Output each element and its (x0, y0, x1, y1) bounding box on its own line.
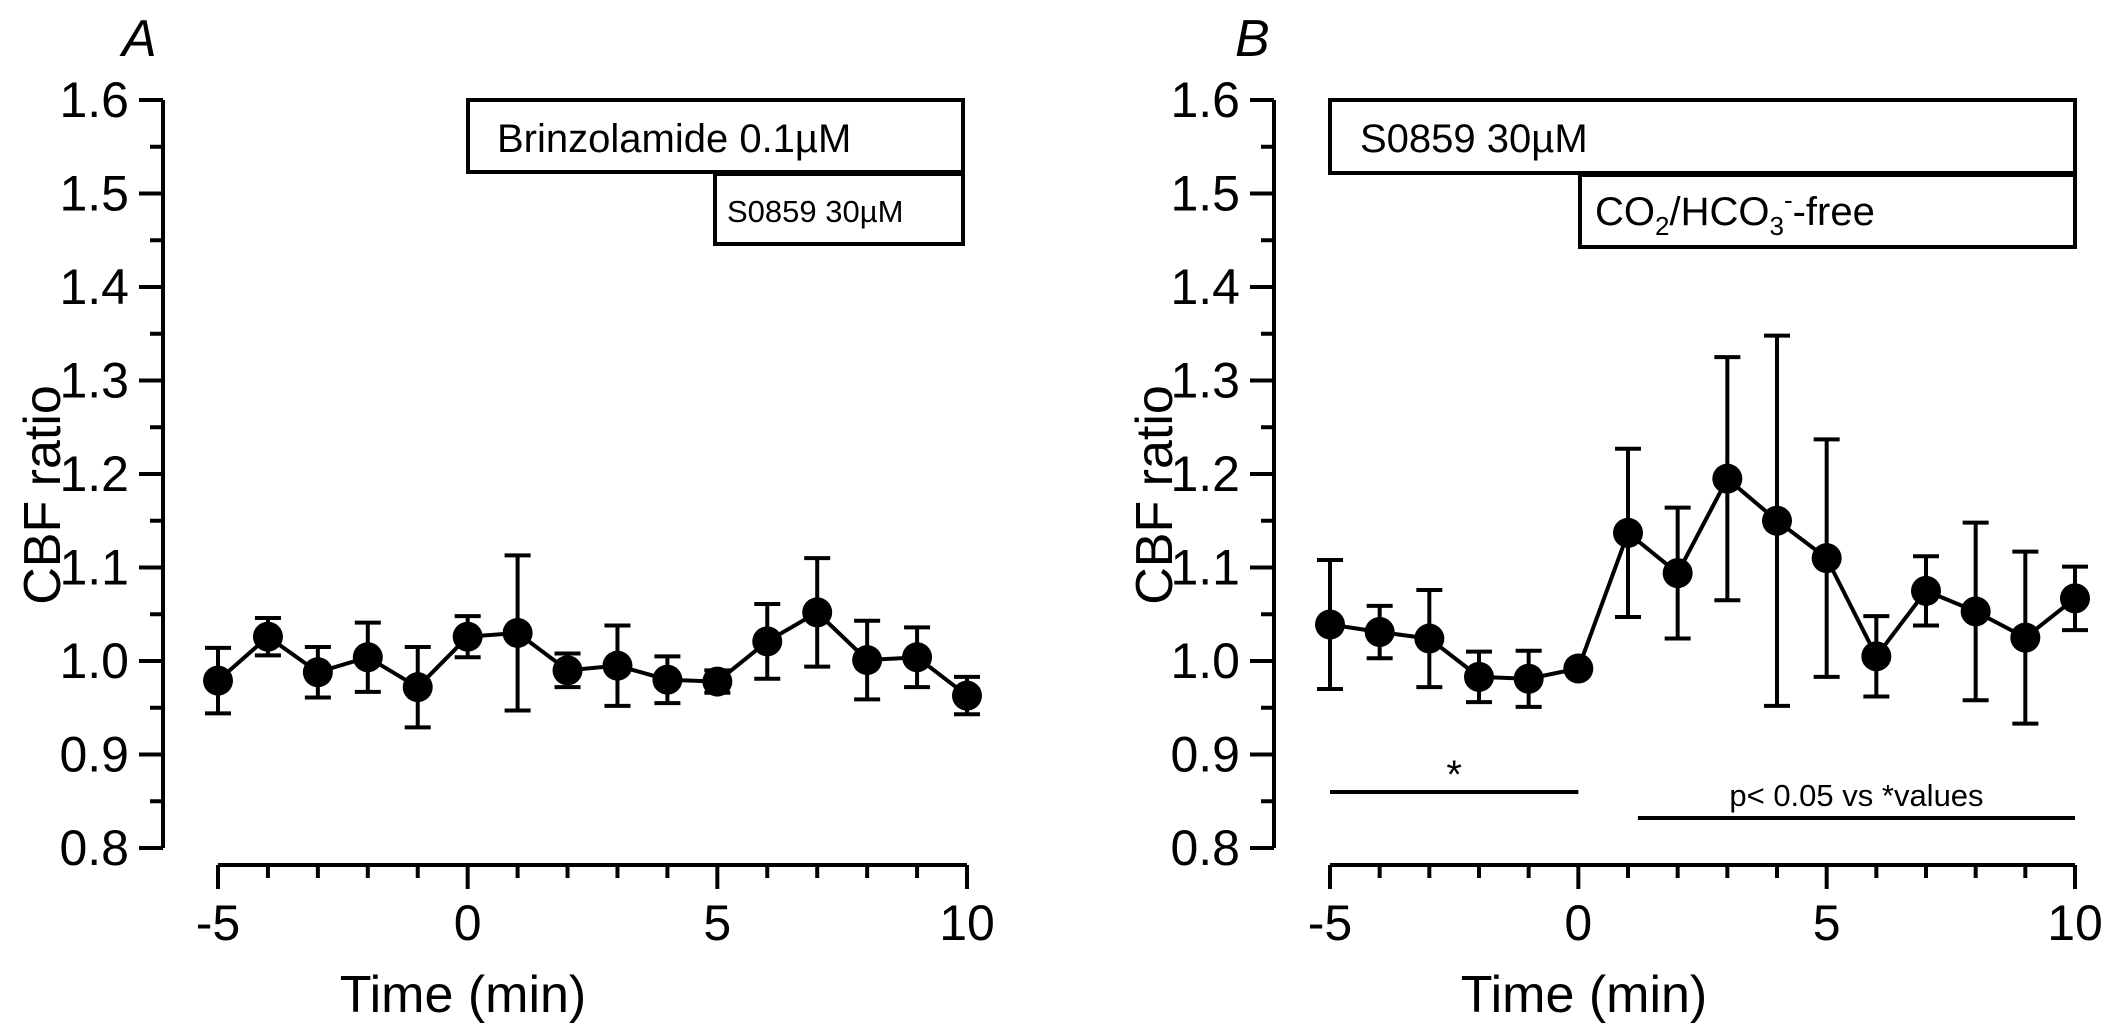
panel-b-significance: * p< 0.05 vs *values (1330, 753, 2075, 820)
panel-b-y-axis: 0.8 0.9 1.0 1.1 1.2 1.3 1.4 1.5 1.6 (1170, 72, 1276, 876)
panel-a-y-tick-label: 1.4 (59, 259, 129, 315)
panel-b-data-point (1414, 623, 1445, 654)
panel-a-data-point (402, 672, 433, 703)
panel-b-top-box (1328, 98, 2077, 175)
panel-b-data-point (1364, 617, 1395, 648)
panel-b-y-tick-label: 1.3 (1170, 353, 1240, 409)
panel-b-x-axis: -5 0 5 10 (1308, 863, 2103, 951)
panel-b-data-point (1811, 543, 1842, 574)
panel-a-data-point (552, 655, 583, 686)
panel-a-y-tick-label: 1.2 (59, 446, 129, 502)
panel-a-data-point (952, 680, 982, 711)
panel-b-y-tick-label: 1.0 (1170, 633, 1240, 689)
panel-a-x-tick-label: 0 (454, 895, 482, 951)
panel-a-data-point (302, 657, 333, 688)
panel-b-y-tick-label: 0.8 (1170, 820, 1240, 876)
panel-b-bottom-box-label-sub1: 2 (1655, 211, 1669, 241)
panel-b-bottom-box-label-middle: /HCO (1669, 190, 1769, 234)
panel-b-x-tick-label: 10 (2047, 895, 2103, 951)
panel-a-data-point (702, 666, 733, 697)
panel-a-y-tick-label: 0.8 (59, 820, 129, 876)
panel-b-data-point (1762, 505, 1792, 536)
panel-b-bottom-box-label-suffix: -free (1793, 190, 1875, 234)
panel-a-y-axis: 0.8 0.9 1.0 1.1 1.2 1.3 1.4 1.5 1.6 (59, 72, 165, 876)
panel-a-y-tick-label: 0.9 (59, 727, 129, 783)
panel-b-letter: B (1235, 10, 1270, 68)
panel-a-data-point (652, 664, 683, 695)
panel-a-data-point (252, 621, 283, 652)
panel-a-x-tick-label: 5 (703, 895, 731, 951)
panel-b-x-tick-label: 0 (1564, 895, 1592, 951)
panel-b-bottom-box (1578, 173, 2077, 249)
panel-a-y-tick-label: 1.3 (59, 353, 129, 409)
panel-b-x-tick-label: 5 (1813, 895, 1841, 951)
panel-b-y-tick-label: 1.4 (1170, 259, 1240, 315)
panel-b-data-point (1861, 641, 1892, 672)
panel-a-data-point (602, 650, 633, 681)
panel-b-x-tick-label: -5 (1308, 895, 1352, 951)
panel-b-data-point (1613, 517, 1643, 548)
panel-b-y-tick-label: 1.6 (1170, 72, 1240, 128)
panel-a-data-point (452, 621, 483, 652)
panel-a-x-axis: -5 0 5 10 (196, 863, 995, 951)
panel-a-letter: A (119, 10, 157, 68)
panel-a-data-point (352, 642, 383, 673)
panel-b-data-point (1513, 663, 1544, 694)
panel-b-series-line (1329, 475, 2077, 681)
panel-a-top-box (466, 98, 965, 174)
panel-a-data-point (852, 645, 883, 676)
panel-a-x-axis-title: Time (min) (340, 966, 587, 1024)
panel-b-star: * (1446, 753, 1462, 797)
panel-b-data-point (1315, 609, 1345, 640)
panel-b-y-tick-label: 1.5 (1170, 166, 1240, 222)
panel-a-x-tick-label: -5 (196, 895, 240, 951)
panel-b-data (1315, 333, 2090, 726)
panel-b-x-axis-title: Time (min) (1461, 966, 1708, 1024)
panel-b-bottom-box-label-sub2: 3 (1769, 211, 1783, 241)
panel-a-data-point (752, 626, 783, 657)
panel-b-data-point (1911, 575, 1941, 606)
panel-b-data-point (2010, 622, 2041, 653)
panel-a-data-point (203, 665, 233, 696)
panel-b-bottom-box-label-sup: - (1784, 185, 1793, 215)
panel-a-bottom-box (713, 172, 965, 246)
panel-a-y-axis-title: CBF ratio (14, 385, 72, 605)
panel-a-data-point (502, 617, 533, 648)
panel-b-data-point (1563, 653, 1594, 684)
panel-b-y-tick-label: 1.2 (1170, 446, 1240, 502)
panel-b-bottom-box-label-prefix: CO (1595, 190, 1655, 234)
panel-b-data-point (1464, 661, 1494, 692)
panel-a-data-point (802, 597, 833, 628)
panel-a-y-tick-label: 1.1 (59, 540, 129, 596)
panel-a: A 0.8 0.9 1.0 1.1 1.2 1.3 1.4 1.5 1.6 -5 0 5 10 Tim… (14, 10, 995, 1024)
panel-b-y-axis-title: CBF ratio (1126, 385, 1184, 605)
panel-b-data-point (2060, 583, 2090, 614)
panel-a-x-tick-label: 10 (939, 895, 995, 951)
panel-a-data (203, 553, 982, 730)
panel-b-y-tick-label: 1.1 (1170, 540, 1240, 596)
panel-b-data-point (1662, 558, 1693, 589)
panel-b-data-point (1960, 596, 1991, 627)
panel-a-data-point (902, 642, 933, 673)
panel-a-top-box-label: Brinzolamide 0.1µM (497, 117, 851, 161)
panel-a-y-tick-label: 1.0 (59, 633, 129, 689)
panel-a-y-tick-label: 1.6 (59, 72, 129, 128)
panel-a-bottom-box-label: S0859 30µM (727, 194, 903, 229)
panel-b-top-box-label: S0859 30µM (1360, 117, 1588, 161)
panel-b-significance-label: p< 0.05 vs *values (1729, 778, 1983, 813)
panel-b-y-tick-label: 0.9 (1170, 727, 1240, 783)
panel-a-y-tick-label: 1.5 (59, 166, 129, 222)
panel-b-data-point (1712, 463, 1743, 494)
panel-b-bottom-box-label: CO2/HCO3--free (1595, 185, 1875, 241)
panel-b: B 0.8 0.9 1.0 1.1 1.2 1.3 1.4 1.5 1.6 -5 0 5 10 Tim… (1126, 10, 2103, 1024)
panel-a-series-line (216, 609, 969, 698)
